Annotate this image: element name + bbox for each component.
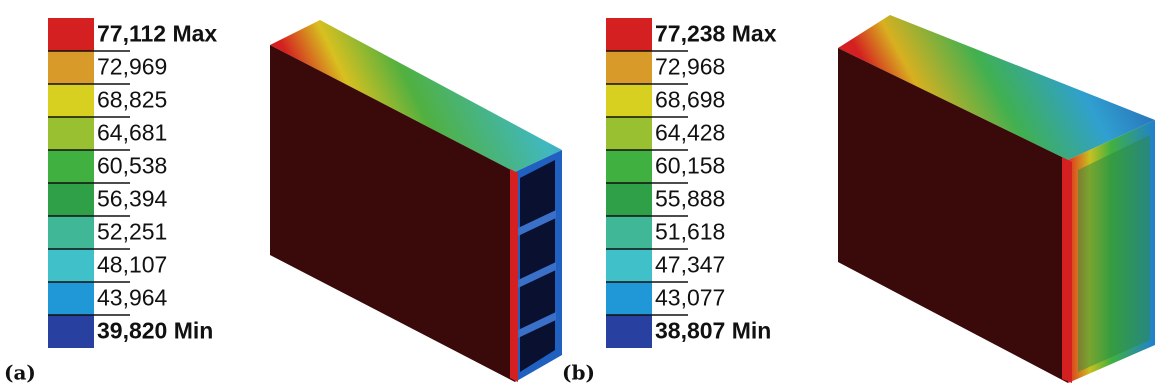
legend-swatch [48,183,94,216]
legend-swatch [606,117,652,150]
legend-label: 38,807 Min [655,318,771,344]
legend-swatch [48,315,94,348]
legend-swatch [48,84,94,117]
legend-swatch [48,51,94,84]
model-a [270,20,562,382]
legend-label: 39,820 Min [97,318,213,344]
legend-label: 48,107 [97,252,167,278]
legend-swatch [606,282,652,315]
legend-label: 51,618 [655,219,725,245]
panel-label: (a) [4,361,36,385]
legend-swatch [606,249,652,282]
legend-label: 52,251 [97,219,167,245]
legend-label: 72,969 [97,54,167,80]
legend-swatch [48,282,94,315]
legend-swatch [606,84,652,117]
legend-label: 60,538 [97,153,167,179]
legend-swatch [48,249,94,282]
legend-label: 64,428 [655,120,725,146]
legend-label: 64,681 [97,120,167,146]
legend-label: 43,964 [97,285,168,311]
legend-label: 77,238 Max [655,21,777,47]
legend-swatch [48,216,94,249]
model-b [838,15,1155,383]
legend-label: 43,077 [655,285,725,311]
legend-swatch [606,183,652,216]
legend-label: 55,888 [655,186,725,212]
legend-label: 77,112 Max [97,21,217,47]
legend-label: 60,158 [655,153,725,179]
panel-label: (b) [562,361,595,385]
legend-swatch [48,150,94,183]
legend-swatch [48,18,94,51]
legend-swatch [48,117,94,150]
legend-swatch [606,51,652,84]
legend-label: 72,968 [655,54,725,80]
legend-swatch [606,18,652,51]
legend-label: 47,347 [655,252,725,278]
legend-label: 68,698 [655,87,725,113]
legend-swatch [606,216,652,249]
legend-swatch [606,150,652,183]
legend-label: 56,394 [97,186,168,212]
figure: 77,112 Max 72,969 68,825 64,681 60,538 56,394… [0,0,1155,387]
legend-label: 68,825 [97,87,167,113]
legend-swatch [606,315,652,348]
